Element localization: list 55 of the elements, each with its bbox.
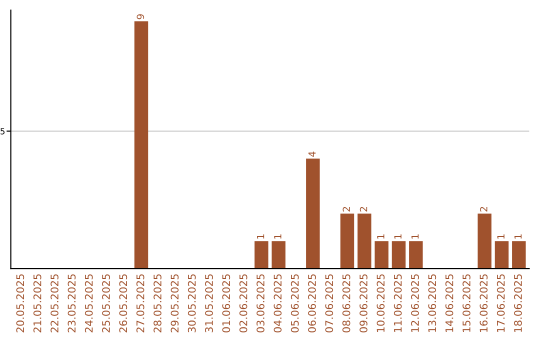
x-tick-label: 30.05.2025 (188, 274, 196, 332)
x-tick-label: 28.05.2025 (154, 274, 162, 332)
x-tick-label: 12.06.2025 (411, 274, 419, 332)
x-tick-label: 16.06.2025 (480, 274, 488, 332)
bar (374, 241, 388, 269)
data-label: 1 (274, 234, 282, 239)
x-tick-label: 22.05.2025 (50, 274, 58, 332)
bar (392, 241, 406, 269)
bar (358, 214, 372, 269)
x-tick-label: 17.06.2025 (496, 274, 505, 332)
bar (409, 241, 423, 269)
x-tick-label: 26.05.2025 (119, 274, 128, 332)
x-tick-label: 23.05.2025 (68, 274, 76, 332)
bar (340, 214, 354, 269)
data-label: 9 (136, 14, 144, 20)
x-tick-label: 09.06.2025 (360, 274, 368, 332)
data-label: 1 (377, 234, 384, 239)
x-tick-label: 02.06.2025 (239, 274, 248, 332)
bar (254, 241, 268, 269)
x-tick-label: 08.06.2025 (342, 274, 350, 332)
x-tick-label: 14.06.2025 (445, 274, 454, 332)
bar (306, 158, 320, 269)
x-tick-label: 18.06.2025 (514, 274, 522, 332)
x-tick-label: 04.06.2025 (274, 274, 282, 332)
bar (494, 241, 509, 269)
bar (272, 241, 286, 269)
x-tick-label: 07.06.2025 (325, 274, 334, 332)
x-tick-label: 25.05.2025 (102, 274, 110, 332)
x-tick-label: 01.06.2025 (222, 274, 230, 332)
x-tick-label: 06.06.2025 (308, 274, 316, 332)
x-tick-label: 27.05.2025 (136, 274, 144, 332)
x-tick-label: 24.05.2025 (84, 274, 93, 332)
x-tick-label: 11.06.2025 (394, 274, 402, 332)
bar (134, 21, 148, 269)
x-tick-label: 21.05.2025 (33, 274, 42, 332)
data-label: 2 (480, 207, 488, 212)
x-tick-label: 29.05.2025 (170, 274, 179, 332)
x-tick-label: 05.06.2025 (290, 274, 299, 332)
x-tick-label: 20.05.2025 (16, 274, 24, 332)
y-tick-label: 5 (0, 128, 5, 134)
x-tick-label: 10.06.2025 (376, 274, 385, 332)
x-tick-label: 15.06.2025 (462, 274, 470, 332)
data-label: 1 (257, 234, 264, 239)
data-label: 4 (308, 152, 316, 157)
x-tick-label: 13.06.2025 (428, 274, 436, 332)
data-label: 1 (412, 234, 419, 239)
x-tick-label: 03.06.2025 (256, 274, 264, 332)
data-label: 2 (360, 207, 368, 212)
x-tick-label: 31.05.2025 (205, 274, 213, 332)
data-label: 1 (497, 234, 504, 239)
bar (512, 241, 526, 269)
data-label: 2 (342, 207, 350, 212)
data-label: 1 (394, 234, 402, 239)
bar (478, 214, 492, 269)
data-label: 1 (514, 234, 522, 239)
